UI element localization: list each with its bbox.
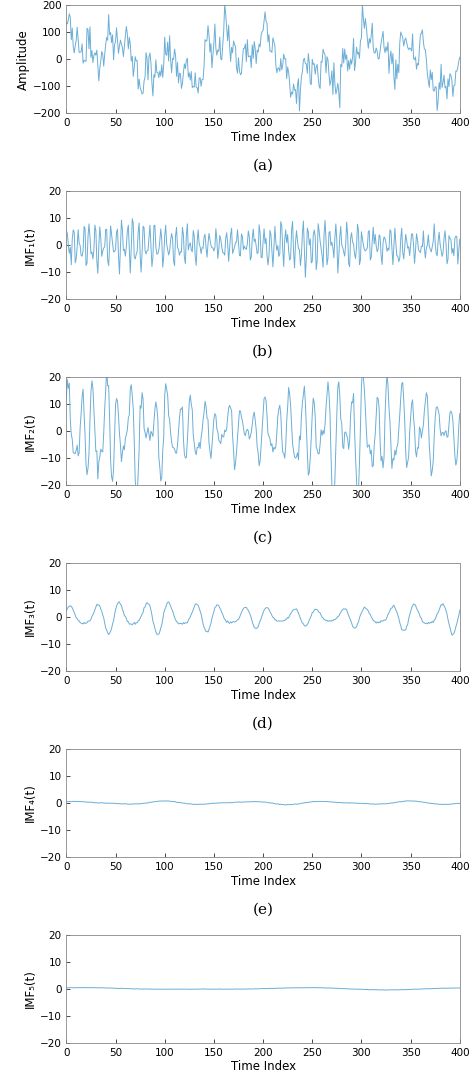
Text: (b): (b) [252,345,274,359]
X-axis label: Time Index: Time Index [230,317,296,330]
Y-axis label: IMF₁(t): IMF₁(t) [24,226,37,264]
Text: (c): (c) [253,531,273,545]
X-axis label: Time Index: Time Index [230,503,296,516]
X-axis label: Time Index: Time Index [230,1060,296,1074]
Text: (a): (a) [253,159,273,173]
X-axis label: Time Index: Time Index [230,875,296,888]
Text: (e): (e) [253,902,273,916]
X-axis label: Time Index: Time Index [230,689,296,702]
Y-axis label: IMF₄(t): IMF₄(t) [24,784,37,822]
Y-axis label: Amplitude: Amplitude [18,29,30,90]
Text: (d): (d) [252,716,274,730]
Y-axis label: IMF₃(t): IMF₃(t) [24,598,37,636]
X-axis label: Time Index: Time Index [230,131,296,144]
Y-axis label: IMF₅(t): IMF₅(t) [24,970,37,1008]
Y-axis label: IMF₂(t): IMF₂(t) [24,412,37,450]
